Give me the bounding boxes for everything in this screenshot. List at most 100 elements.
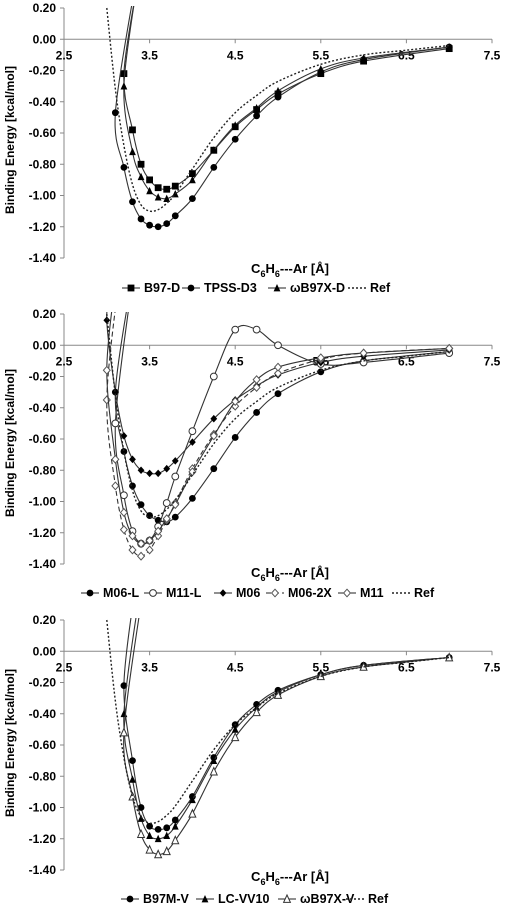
data-point-m06-2x xyxy=(128,545,137,555)
legend-item-lc-vv10: LC-VV10 xyxy=(196,892,269,906)
legend-swatch-marker xyxy=(201,895,209,903)
y-tick-label: -0.40 xyxy=(29,707,57,721)
series-ref xyxy=(106,313,450,519)
series-b97-d xyxy=(120,6,453,193)
data-point-m11 xyxy=(252,375,261,385)
legend: M06-L M11-L M06 M06-2X M11 Ref xyxy=(81,586,435,600)
data-point-omega-b97x-v xyxy=(128,791,137,801)
series-line-m11 xyxy=(106,312,450,545)
data-point-m11 xyxy=(209,431,218,441)
series-m06-l xyxy=(111,312,453,526)
x-tick-label: 6.5 xyxy=(398,660,415,674)
y-tick-label: -0.60 xyxy=(29,126,57,140)
series-tpss-d3 xyxy=(111,6,453,231)
legend-label: M06 xyxy=(236,586,260,600)
data-point-omega-b97x-d xyxy=(137,172,145,181)
data-point-m11-l xyxy=(120,491,128,500)
y-tick-label: -0.20 xyxy=(29,676,57,690)
data-point-omega-b97x-v xyxy=(231,731,240,742)
data-point-m06-2x xyxy=(136,551,146,561)
x-tick-label: 2.5 xyxy=(56,660,73,674)
x-tick-label: 4.5 xyxy=(227,48,244,62)
y-tick-label: -1.20 xyxy=(29,220,57,234)
data-point-tpss-d3 xyxy=(163,220,171,228)
series-line-ref xyxy=(106,7,450,213)
y-tick-label: -1.40 xyxy=(29,557,57,571)
data-point-m11-l xyxy=(209,372,218,381)
series-line-omega-b97x-v xyxy=(123,618,450,855)
legend-label: Ref xyxy=(370,281,391,295)
legend-swatch-marker xyxy=(127,284,135,292)
data-point-m06-l xyxy=(189,494,196,502)
data-point-m06-2x xyxy=(273,368,283,378)
chart-panel-minnesota: Binding Energy [kcal/mol] C6H6---Ar [Å] … xyxy=(3,307,501,600)
legend-label: ωB97X-V xyxy=(300,892,355,906)
series-line-lc-vv10 xyxy=(123,618,450,840)
data-point-m11 xyxy=(136,539,146,549)
data-point-m11-l xyxy=(274,341,282,350)
data-point-omega-b97x-v xyxy=(153,849,163,859)
legend-swatch-marker xyxy=(219,589,227,597)
legend-label: TPSS-D3 xyxy=(204,281,257,295)
data-point-m11 xyxy=(102,365,111,375)
chart-panel-b97d-tpssd3: Binding Energy [kcal/mol] C6H6---Ar [Å] … xyxy=(3,1,501,295)
data-point-m11 xyxy=(162,514,171,524)
y-axis-label: Binding Energy [kcal/mol] xyxy=(3,369,17,517)
data-point-m06 xyxy=(189,438,196,446)
data-point-m06 xyxy=(146,469,153,478)
x-tick-label: 7.5 xyxy=(484,48,501,62)
series-layer xyxy=(106,6,453,231)
legend-swatch-marker xyxy=(282,893,292,903)
legend-label: Ref xyxy=(414,586,435,600)
data-point-lc-vv10 xyxy=(210,756,218,765)
data-point-m11-l xyxy=(162,499,171,507)
x-tick-label: 3.5 xyxy=(141,660,158,674)
data-point-omega-b97x-v xyxy=(119,727,129,737)
x-tick-label: 4.5 xyxy=(227,660,244,674)
chart-panel-vv10: Binding Energy [kcal/mol] C6H6---Ar [Å] … xyxy=(3,613,501,906)
data-point-lc-vv10 xyxy=(146,831,153,840)
legend: B97M-V LC-VV10 ωB97X-V Ref xyxy=(121,892,389,906)
data-point-omega-b97x-d xyxy=(253,104,260,112)
x-axis-label: C6H6---Ar [Å] xyxy=(251,869,329,887)
y-tick-label: -1.20 xyxy=(29,832,57,846)
data-point-m06-l xyxy=(231,434,239,441)
y-tick-label: 0.00 xyxy=(33,644,57,658)
x-tick-label: 7.5 xyxy=(484,660,501,674)
data-point-m11-l xyxy=(171,472,180,481)
data-point-omega-b97x-d xyxy=(163,194,171,203)
series-m11 xyxy=(102,312,454,549)
y-tick-label: -0.80 xyxy=(29,463,57,477)
x-tick-label: 5.5 xyxy=(312,48,329,62)
data-point-omega-b97x-d xyxy=(445,43,453,51)
data-point-omega-b97x-d xyxy=(317,64,325,73)
data-point-omega-b97x-d xyxy=(129,147,136,156)
legend-label: M11 xyxy=(360,586,384,600)
x-tick-label: 7.5 xyxy=(484,354,501,368)
data-point-omega-b97x-v xyxy=(171,835,180,845)
data-point-tpss-d3 xyxy=(189,195,196,203)
data-point-b97m-v xyxy=(129,757,136,765)
legend-label: B97M-V xyxy=(143,892,190,906)
data-point-b97-d xyxy=(163,185,171,193)
data-point-m11-l xyxy=(231,325,240,334)
data-point-b97-d xyxy=(189,170,196,178)
data-point-m06 xyxy=(137,466,145,475)
data-point-m06-2x xyxy=(145,545,154,555)
data-point-lc-vv10 xyxy=(231,725,239,733)
data-point-omega-b97x-d xyxy=(360,54,367,62)
data-point-tpss-d3 xyxy=(111,109,119,117)
series-line-ref xyxy=(106,619,450,825)
y-axis-label: Binding Energy [kcal/mol] xyxy=(3,669,17,817)
legend-item-m06-2x: M06-2X xyxy=(266,586,332,600)
data-point-tpss-d3 xyxy=(129,198,136,206)
data-point-m06 xyxy=(163,464,171,473)
data-point-tpss-d3 xyxy=(171,212,179,220)
series-line-b97-d xyxy=(123,6,450,190)
data-point-b97m-v xyxy=(154,825,162,833)
data-point-m06 xyxy=(154,469,162,478)
data-point-lc-vv10 xyxy=(189,795,196,804)
data-point-m06-l xyxy=(129,482,136,490)
data-point-omega-b97x-d xyxy=(154,193,162,201)
legend-item-b97-d: B97-D xyxy=(122,281,180,295)
